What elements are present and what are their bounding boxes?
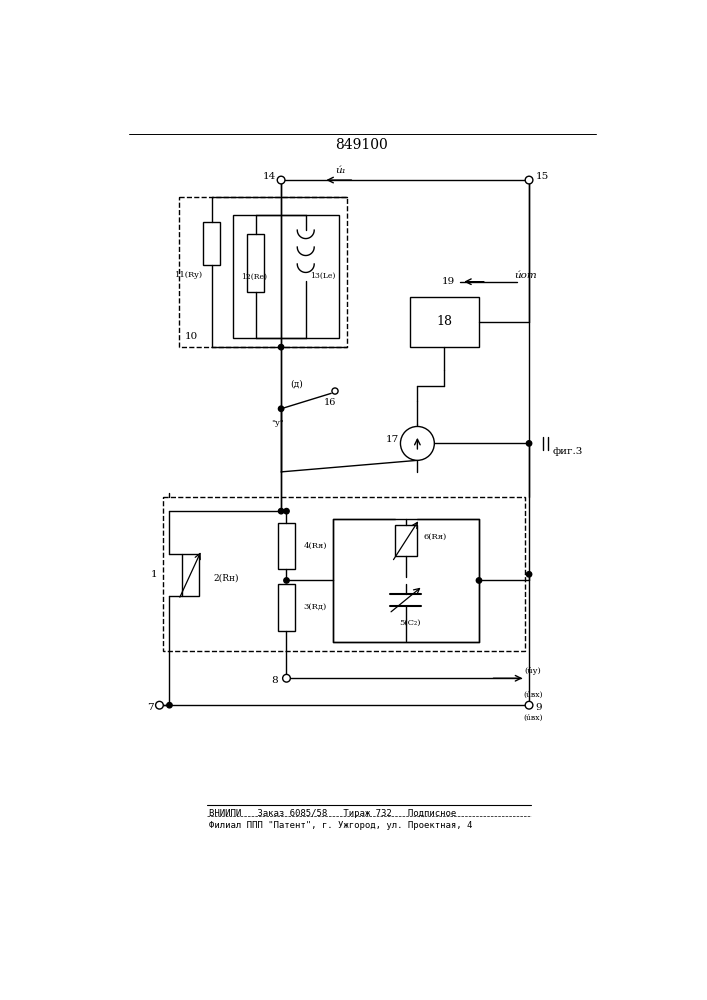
Circle shape [332,388,338,394]
Bar [278,584,295,631]
Text: 13(Le): 13(Le) [310,272,335,280]
Text: úот: úот [514,271,537,280]
Circle shape [526,441,532,446]
Bar [182,554,199,596]
Circle shape [526,572,532,577]
Circle shape [156,701,163,709]
Text: Филиал ППП "Патент", г. Ужгород, ул. Проектная, 4: Филиал ППП "Патент", г. Ужгород, ул. Про… [209,821,473,830]
Text: ú₁: ú₁ [336,166,346,175]
Circle shape [525,176,533,184]
Text: 3(Rд): 3(Rд) [303,603,327,611]
Circle shape [283,674,291,682]
Text: 10: 10 [185,332,198,341]
Text: 17: 17 [386,435,399,444]
Bar [204,222,221,265]
Text: 9: 9 [535,703,542,712]
Bar [278,523,295,569]
Circle shape [477,578,481,583]
Circle shape [279,406,284,411]
Text: "у": "у" [271,419,284,427]
Text: 7: 7 [147,703,153,712]
Text: (úу): (úу) [525,667,542,675]
Circle shape [284,578,289,583]
Text: ВНИИПИ   Заказ 6085/58   Тираж 732   Подписное: ВНИИПИ Заказ 6085/58 Тираж 732 Подписное [209,809,457,818]
Text: 16: 16 [323,398,336,407]
Circle shape [284,508,289,514]
Text: (д): (д) [290,380,303,389]
Circle shape [279,344,284,350]
Circle shape [167,703,172,708]
Text: 1: 1 [151,570,158,579]
Bar [163,497,525,651]
Circle shape [277,176,285,184]
Text: фиг.3: фиг.3 [552,447,583,456]
Text: (úвх): (úвх) [523,690,543,698]
Bar [333,519,479,642]
Text: 6(Rя): 6(Rя) [423,533,447,541]
Text: 15: 15 [537,172,549,181]
Text: 4(Rя): 4(Rя) [303,542,327,550]
Text: 8: 8 [271,676,279,685]
Bar [395,525,416,556]
Circle shape [400,426,434,460]
Bar [409,297,479,347]
Circle shape [279,508,284,514]
Text: 19: 19 [442,277,455,286]
Text: 849100: 849100 [336,138,388,152]
Circle shape [525,701,533,709]
Bar [233,215,339,338]
Bar [247,234,264,292]
Text: 11(Ry): 11(Ry) [175,271,203,279]
Text: 14: 14 [263,172,276,181]
Text: 12(Re): 12(Re) [241,273,267,281]
Text: 18: 18 [436,315,452,328]
Text: 5(C₂): 5(C₂) [399,619,421,627]
Text: 2(Rн): 2(Rн) [214,574,239,583]
Bar [179,197,346,347]
Text: (úвх): (úвх) [523,714,543,722]
